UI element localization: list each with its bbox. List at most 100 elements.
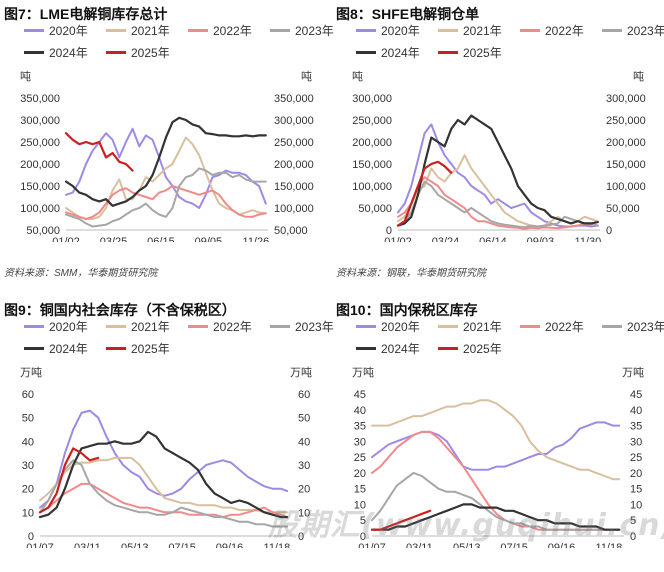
legend-swatch bbox=[24, 347, 44, 350]
y-tick-right: 200,000 bbox=[606, 137, 646, 149]
y-tick-left: 150,000 bbox=[20, 181, 60, 193]
y-tick-right: 15 bbox=[630, 484, 642, 496]
y-tick-left: 30 bbox=[22, 460, 34, 472]
legend-item-2021: 2021年 bbox=[106, 22, 170, 39]
x-tick-label: 06/15 bbox=[147, 236, 175, 242]
source-note: 资料来源：钢联，华泰期货研究院 bbox=[336, 268, 486, 279]
x-tick-label: 06/14 bbox=[479, 236, 507, 242]
y-tick-right: 20 bbox=[298, 484, 310, 496]
legend-item-2023: 2023年 bbox=[602, 318, 664, 335]
y-tick-right: 250,000 bbox=[606, 115, 646, 127]
legend-swatch bbox=[270, 325, 290, 328]
x-tick-label: 11/18 bbox=[264, 542, 291, 548]
series-line-2025 bbox=[38, 447, 100, 514]
y-tick-right: 5 bbox=[630, 515, 636, 527]
y-tick-right: 40 bbox=[298, 436, 310, 448]
unit-left-label: 万吨 bbox=[20, 366, 42, 379]
series-line-2023 bbox=[39, 459, 289, 528]
y-tick-left: 250,000 bbox=[352, 115, 392, 127]
panel-title: 图10：国内保税区库存 bbox=[336, 302, 478, 318]
legend-item-2021: 2021年 bbox=[106, 318, 170, 335]
series-line-2024 bbox=[38, 430, 289, 519]
y-tick-left: 300,000 bbox=[20, 115, 60, 127]
y-tick-left: 0 bbox=[360, 531, 366, 543]
y-tick-left: 35 bbox=[354, 421, 366, 433]
series-line-2025 bbox=[370, 509, 432, 531]
legend-label: 2024年 bbox=[381, 46, 420, 60]
y-tick-left: 100,000 bbox=[20, 203, 60, 215]
series-line-2021 bbox=[371, 399, 621, 481]
legend-label: 2025年 bbox=[463, 46, 502, 60]
x-tick-label: 03/11 bbox=[406, 542, 433, 548]
legend-swatch bbox=[106, 51, 126, 54]
legend-swatch bbox=[520, 29, 540, 32]
x-tick-label: 09/16 bbox=[216, 542, 244, 548]
unit-right-label: 万吨 bbox=[290, 366, 312, 379]
legend-label: 2022年 bbox=[545, 24, 584, 38]
y-tick-right: 250,000 bbox=[274, 137, 314, 149]
series-line-2025 bbox=[396, 160, 453, 227]
y-tick-left: 25 bbox=[354, 452, 366, 464]
y-tick-right: 35 bbox=[630, 421, 642, 433]
legend-label: 2022年 bbox=[545, 320, 584, 334]
unit-left-label: 吨 bbox=[20, 70, 31, 83]
y-tick-right: 50,000 bbox=[274, 225, 308, 237]
legend-item-2024: 2024年 bbox=[24, 340, 88, 357]
legend-item-2024: 2024年 bbox=[356, 44, 420, 61]
series-line-2020 bbox=[371, 421, 621, 471]
x-tick-label: 07/15 bbox=[168, 542, 196, 548]
legend-item-2020: 2020年 bbox=[356, 22, 420, 39]
chart-lme-inventory: 吨 吨 50,000 50,000 100,000 100,000 150,000 150,0… bbox=[20, 70, 314, 242]
y-tick-left: 350,000 bbox=[20, 93, 60, 105]
legend-item-2020: 2020年 bbox=[356, 318, 420, 335]
legend-label: 2021年 bbox=[463, 24, 502, 38]
y-tick-left: 50 bbox=[22, 413, 34, 425]
legend-item-2023: 2023年 bbox=[270, 22, 334, 39]
legend-label: 2023年 bbox=[627, 24, 664, 38]
series-line-2021 bbox=[39, 456, 289, 514]
y-tick-right: 150,000 bbox=[274, 181, 314, 193]
y-tick-left: 100,000 bbox=[352, 181, 392, 193]
series-line-2020 bbox=[39, 409, 289, 509]
x-tick-label: 03/25 bbox=[100, 236, 128, 242]
x-tick-label: 11/30 bbox=[575, 236, 602, 242]
x-tick-label: 01/02 bbox=[384, 236, 412, 242]
legend-item-2021: 2021年 bbox=[438, 22, 502, 39]
y-tick-left: 60 bbox=[22, 389, 34, 401]
watermark-text: 股期汇(www.guqihui.cn) bbox=[268, 508, 664, 543]
chart-domestic-social-inventory: 万吨 万吨 0 0 10 10 20 20 30 30 40 40 50 50 60 60 01/07 03/11… bbox=[20, 366, 312, 548]
y-tick-left: 250,000 bbox=[20, 137, 60, 149]
y-tick-left: 150,000 bbox=[352, 159, 392, 171]
y-tick-left: 10 bbox=[354, 499, 366, 511]
series-line-2024 bbox=[64, 116, 267, 207]
x-tick-label: 11/26 bbox=[243, 236, 270, 242]
source-note: 资料来源：SMM，华泰期货研究院 bbox=[4, 268, 158, 279]
x-tick-label: 05/13 bbox=[453, 542, 481, 548]
legend-label: 2023年 bbox=[295, 320, 334, 334]
y-tick-right: 300,000 bbox=[606, 93, 646, 105]
legend-swatch bbox=[106, 29, 126, 32]
legend-label: 2024年 bbox=[381, 342, 420, 356]
series-line-2023 bbox=[65, 167, 267, 228]
legend-label: 2020年 bbox=[381, 320, 420, 334]
y-tick-left: 40 bbox=[22, 436, 34, 448]
chart-bonded-zone-inventory: 万吨 万吨 0 0 5 5 10 10 15 15 20 20 25 25 30 30 35 35 40 40 45 45… bbox=[352, 366, 644, 548]
y-tick-right: 50,000 bbox=[606, 203, 640, 215]
y-tick-left: 30 bbox=[354, 436, 366, 448]
legend-item-2023: 2023年 bbox=[602, 22, 664, 39]
legend-item-2025: 2025年 bbox=[438, 340, 502, 357]
panel-bonded-zone-inventory: 图10：国内保税区库存 2020年 2021年 2022年 2023年 2024年 202… bbox=[332, 296, 664, 572]
y-tick-right: 50 bbox=[298, 413, 310, 425]
y-tick-right: 0 bbox=[298, 531, 304, 543]
legend-swatch bbox=[188, 29, 208, 32]
legend-swatch bbox=[356, 325, 376, 328]
legend-item-2022: 2022年 bbox=[520, 318, 584, 335]
legend-item-2022: 2022年 bbox=[188, 22, 252, 39]
legend-item-2024: 2024年 bbox=[24, 44, 88, 61]
legend-item-2024: 2024年 bbox=[356, 340, 420, 357]
y-tick-right: 0 bbox=[606, 225, 612, 237]
legend-label: 2025年 bbox=[131, 46, 170, 60]
legend-swatch bbox=[106, 347, 126, 350]
y-tick-left: 50,000 bbox=[26, 225, 60, 237]
y-tick-left: 5 bbox=[360, 515, 366, 527]
